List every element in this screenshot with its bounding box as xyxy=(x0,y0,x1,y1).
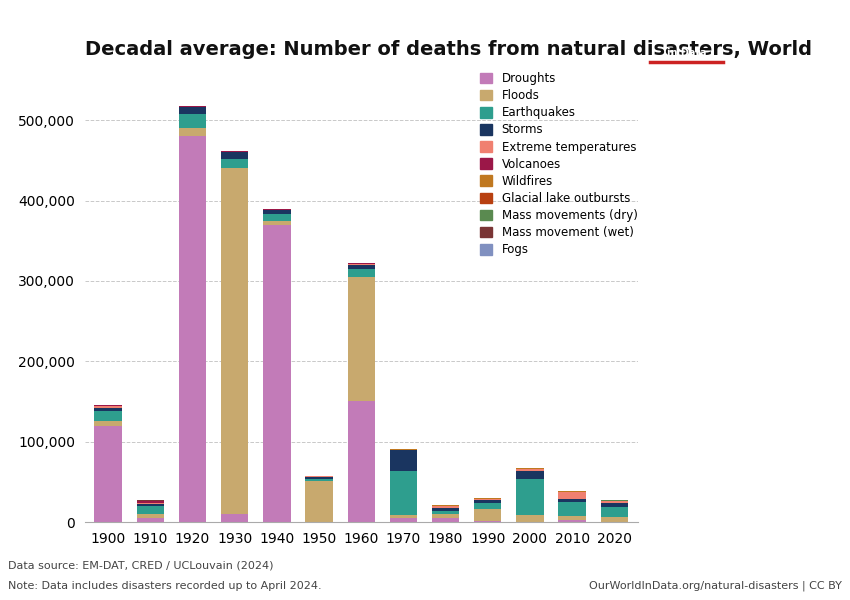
Bar xyxy=(178,128,207,136)
Bar xyxy=(94,421,122,425)
Bar xyxy=(516,469,544,471)
Bar xyxy=(389,450,417,451)
Bar xyxy=(432,514,459,518)
Bar xyxy=(178,106,207,107)
Bar xyxy=(137,503,164,506)
Bar xyxy=(137,506,164,514)
Bar xyxy=(94,405,122,406)
Legend: Droughts, Floods, Earthquakes, Storms, Extreme temperatures, Volcanoes, Wildfire: Droughts, Floods, Earthquakes, Storms, E… xyxy=(480,72,638,256)
Bar xyxy=(137,518,164,522)
Bar xyxy=(264,214,291,221)
Bar xyxy=(137,514,164,518)
Bar xyxy=(178,136,207,522)
Bar xyxy=(94,425,122,522)
Bar xyxy=(178,114,207,128)
Bar xyxy=(558,492,586,499)
Bar xyxy=(305,481,333,521)
Bar xyxy=(348,401,375,522)
Bar xyxy=(389,451,417,470)
Bar xyxy=(558,517,586,520)
Bar xyxy=(94,411,122,421)
Bar xyxy=(221,514,248,522)
Bar xyxy=(389,515,417,518)
Bar xyxy=(474,521,502,522)
Bar xyxy=(305,476,333,479)
Bar xyxy=(221,159,248,169)
Text: Data source: EM-DAT, CRED / UCLouvain (2024): Data source: EM-DAT, CRED / UCLouvain (2… xyxy=(8,560,274,570)
Bar xyxy=(221,169,248,514)
Bar xyxy=(432,506,459,508)
Bar xyxy=(601,517,628,521)
Bar xyxy=(264,209,291,210)
Bar xyxy=(558,520,586,522)
Bar xyxy=(558,502,586,517)
Bar xyxy=(432,518,459,522)
Bar xyxy=(137,501,164,503)
Bar xyxy=(432,511,459,514)
Bar xyxy=(264,224,291,522)
Bar xyxy=(516,515,544,521)
Text: Note: Data includes disasters recorded up to April 2024.: Note: Data includes disasters recorded u… xyxy=(8,581,322,591)
Bar xyxy=(516,479,544,515)
Bar xyxy=(94,408,122,411)
Bar xyxy=(474,499,502,503)
Text: OurWorldInData.org/natural-disasters | CC BY: OurWorldInData.org/natural-disasters | C… xyxy=(588,581,842,591)
Bar xyxy=(264,221,291,224)
Bar xyxy=(601,501,628,503)
Bar xyxy=(389,518,417,522)
Bar xyxy=(432,508,459,511)
Bar xyxy=(221,152,248,159)
Bar xyxy=(558,499,586,502)
Bar xyxy=(305,479,333,481)
Bar xyxy=(348,277,375,401)
Bar xyxy=(348,263,375,265)
Text: Decadal average: Number of deaths from natural disasters, World: Decadal average: Number of deaths from n… xyxy=(85,40,812,59)
Bar xyxy=(474,509,502,521)
Bar xyxy=(348,269,375,277)
Bar xyxy=(601,503,628,507)
Bar xyxy=(601,507,628,517)
Text: Our World: Our World xyxy=(659,33,714,43)
Bar xyxy=(516,471,544,479)
Bar xyxy=(348,265,375,269)
Bar xyxy=(474,503,502,509)
Bar xyxy=(389,470,417,515)
Text: in Data: in Data xyxy=(666,49,706,58)
Bar xyxy=(178,107,207,114)
Bar xyxy=(94,406,122,408)
Bar xyxy=(264,210,291,214)
